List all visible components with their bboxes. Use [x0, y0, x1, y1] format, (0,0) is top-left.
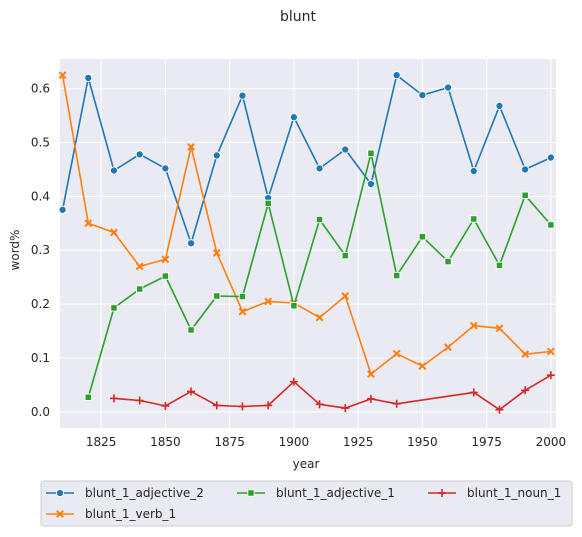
- legend-label: blunt_1_noun_1: [467, 486, 561, 500]
- x-tick-label: 1950: [407, 435, 438, 449]
- data-point: [547, 154, 554, 161]
- data-point: [59, 206, 66, 213]
- y-tick-label: 0.5: [31, 135, 50, 149]
- x-tick-label: 1825: [86, 435, 117, 449]
- data-point: [239, 92, 246, 99]
- x-tick-label: 1900: [279, 435, 310, 449]
- data-point: [419, 234, 425, 240]
- data-point: [522, 192, 528, 198]
- data-point: [496, 262, 502, 268]
- chart-title: blunt: [280, 9, 317, 25]
- data-point: [291, 303, 297, 309]
- data-point: [368, 150, 374, 156]
- data-point: [162, 273, 168, 279]
- data-point: [85, 394, 91, 400]
- data-point: [316, 216, 322, 222]
- data-point: [445, 258, 451, 264]
- data-point: [111, 305, 117, 311]
- data-point: [290, 114, 297, 121]
- data-point: [470, 167, 477, 174]
- data-point: [213, 152, 220, 159]
- data-point: [471, 216, 477, 222]
- data-point: [214, 293, 220, 299]
- legend-marker: [56, 489, 63, 496]
- x-tick-label: 1975: [471, 435, 502, 449]
- data-point: [548, 222, 554, 228]
- data-point: [265, 200, 271, 206]
- data-point: [342, 146, 349, 153]
- data-point: [187, 240, 194, 247]
- data-point: [393, 272, 399, 278]
- data-point: [522, 166, 529, 173]
- x-tick-label: 2000: [536, 435, 567, 449]
- data-point: [162, 165, 169, 172]
- x-tick-label: 1850: [150, 435, 181, 449]
- x-axis-label: year: [293, 457, 320, 471]
- x-tick-label: 1875: [214, 435, 245, 449]
- data-point: [110, 167, 117, 174]
- y-tick-label: 0.1: [31, 351, 50, 365]
- y-tick-label: 0.2: [31, 297, 50, 311]
- y-tick-label: 0.4: [31, 189, 50, 203]
- data-point: [367, 180, 374, 187]
- legend-label: blunt_1_verb_1: [85, 507, 176, 521]
- data-point: [342, 252, 348, 258]
- data-point: [496, 102, 503, 109]
- data-point: [188, 327, 194, 333]
- data-point: [136, 151, 143, 158]
- data-point: [316, 165, 323, 172]
- data-point: [85, 74, 92, 81]
- plot-area: [60, 59, 556, 428]
- data-point: [444, 84, 451, 91]
- y-tick-label: 0.6: [31, 82, 50, 96]
- data-point: [136, 286, 142, 292]
- legend-label: blunt_1_adjective_2: [85, 486, 204, 500]
- y-tick-label: 0.3: [31, 243, 50, 257]
- data-point: [393, 72, 400, 79]
- x-tick-label: 1925: [343, 435, 374, 449]
- legend-label: blunt_1_adjective_1: [276, 486, 395, 500]
- y-axis-label: word%: [8, 230, 22, 271]
- y-tick-label: 0.0: [31, 405, 50, 419]
- data-point: [239, 293, 245, 299]
- legend: blunt_1_adjective_2 blunt_1_verb_1 blunt_1…: [41, 481, 572, 526]
- data-point: [419, 91, 426, 98]
- legend-marker: [248, 490, 254, 496]
